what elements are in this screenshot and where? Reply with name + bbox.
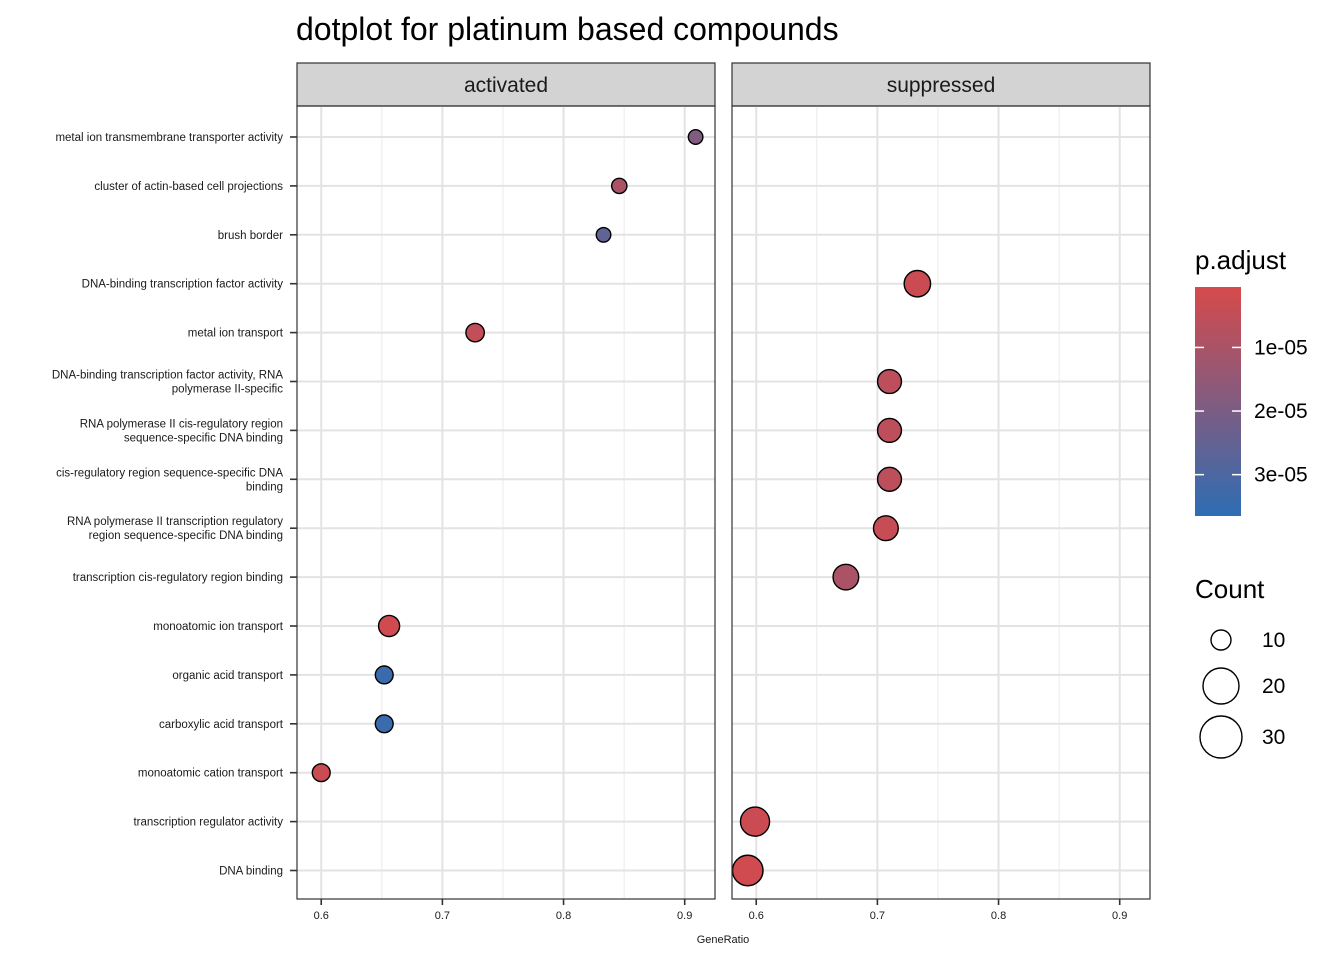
- y-tick-label: transcription cis-regulatory region bind…: [73, 572, 283, 584]
- data-point: [876, 368, 903, 395]
- y-tick-label: RNA polymerase II transcription regulato…: [67, 516, 283, 542]
- strip-activated: [296, 62, 716, 107]
- data-point: [731, 854, 764, 887]
- size-legend-label: 10: [1262, 629, 1285, 652]
- strip-label-suppressed: suppressed: [887, 74, 996, 97]
- x-tick-label: 0.9: [677, 910, 692, 922]
- y-tick-label: carboxylic acid transport: [159, 719, 284, 731]
- data-point: [903, 269, 932, 298]
- size-legend-circle: [1199, 715, 1243, 759]
- strip-label-activated: activated: [464, 74, 548, 97]
- data-point: [610, 177, 628, 195]
- y-tick-label: DNA-binding transcription factor activit…: [82, 279, 284, 291]
- panel-grid-suppressed: [732, 106, 1150, 899]
- panel-suppressed: suppressed 0.6 0.7 0.8 0.9: [731, 62, 1151, 922]
- y-tick-label: metal ion transport: [188, 328, 284, 340]
- y-tick-label: organic acid transport: [172, 670, 283, 682]
- color-legend-title: p.adjust: [1195, 245, 1287, 275]
- x-ticks-suppressed: 0.6 0.7 0.8 0.9: [749, 899, 1127, 922]
- strip-suppressed: [731, 62, 1151, 107]
- x-tick-label: 0.8: [991, 910, 1006, 922]
- chart-title: dotplot for platinum based compounds: [296, 11, 839, 47]
- panel-border-activated: [296, 105, 716, 900]
- y-tick-label: DNA binding: [219, 866, 283, 878]
- size-legend-label: 30: [1262, 726, 1285, 749]
- panel-points-activated: [311, 129, 704, 783]
- x-tick-label: 0.7: [435, 910, 450, 922]
- y-tick-label: metal ion transmembrane transporter acti…: [55, 132, 283, 144]
- panel-grid-activated: [297, 106, 715, 899]
- data-point: [832, 563, 860, 591]
- x-axis-label: GeneRatio: [697, 934, 750, 946]
- size-legend: Count 10 20 30: [1195, 574, 1285, 759]
- x-tick-label: 0.8: [556, 910, 571, 922]
- size-legend-label: 20: [1262, 675, 1285, 698]
- panel-activated: activated 0.6 0.7 0.8 0.9: [296, 62, 716, 922]
- y-tick-label: cis-regulatory region sequence-specific …: [56, 467, 283, 493]
- panel-points-suppressed: [731, 269, 932, 887]
- y-tick-label: DNA-binding transcription factor activit…: [52, 370, 283, 396]
- size-legend-circle: [1202, 667, 1240, 705]
- data-point: [876, 417, 903, 444]
- size-legend-circle: [1210, 629, 1232, 651]
- color-legend-label: 1e-05: [1254, 336, 1308, 359]
- size-legend-items: 10 20 30: [1199, 629, 1285, 759]
- data-point: [311, 763, 331, 783]
- color-legend-label: 3e-05: [1254, 464, 1308, 487]
- y-tick-label: RNA polymerase II cis-regulatory region s…: [80, 418, 283, 444]
- data-point: [465, 322, 486, 343]
- x-tick-label: 0.6: [749, 910, 764, 922]
- y-tick-label: monoatomic cation transport: [138, 768, 284, 780]
- x-ticks-activated: 0.6 0.7 0.8 0.9: [314, 899, 692, 922]
- color-legend-bar: [1195, 287, 1241, 516]
- data-point: [687, 129, 704, 145]
- size-legend-title: Count: [1195, 574, 1265, 604]
- data-point: [739, 806, 771, 837]
- color-legend: p.adjust 1e-05 2e-05 3e-05: [1195, 245, 1308, 516]
- x-tick-label: 0.7: [870, 910, 885, 922]
- data-point: [377, 614, 401, 638]
- y-tick-label: cluster of actin-based cell projections: [94, 181, 283, 193]
- color-legend-ticks: 1e-05 2e-05 3e-05: [1195, 336, 1308, 487]
- y-axis-labels: metal ion transmembrane transporter acti…: [52, 132, 297, 878]
- x-tick-label: 0.6: [314, 910, 329, 922]
- color-legend-label: 2e-05: [1254, 400, 1308, 423]
- data-point: [374, 714, 394, 734]
- x-tick-label: 0.9: [1112, 910, 1127, 922]
- data-point: [595, 226, 612, 243]
- data-point: [872, 515, 899, 542]
- panel-border-suppressed: [731, 105, 1151, 900]
- y-tick-label: transcription regulator activity: [133, 817, 283, 829]
- data-point: [876, 466, 903, 492]
- data-point: [374, 665, 394, 685]
- y-tick-label: brush border: [218, 230, 283, 242]
- y-tick-label: monoatomic ion transport: [153, 621, 284, 633]
